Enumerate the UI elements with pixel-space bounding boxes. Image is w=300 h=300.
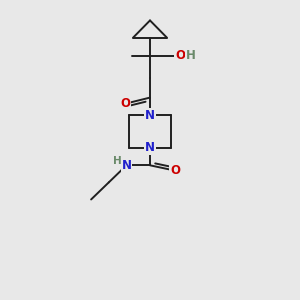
Text: O: O [175, 49, 185, 62]
Text: N: N [145, 141, 155, 154]
Text: O: O [120, 97, 130, 110]
Text: H: H [186, 49, 196, 62]
Text: H: H [113, 156, 122, 166]
Text: N: N [145, 109, 155, 122]
Text: O: O [170, 164, 180, 177]
Text: N: N [122, 159, 131, 172]
